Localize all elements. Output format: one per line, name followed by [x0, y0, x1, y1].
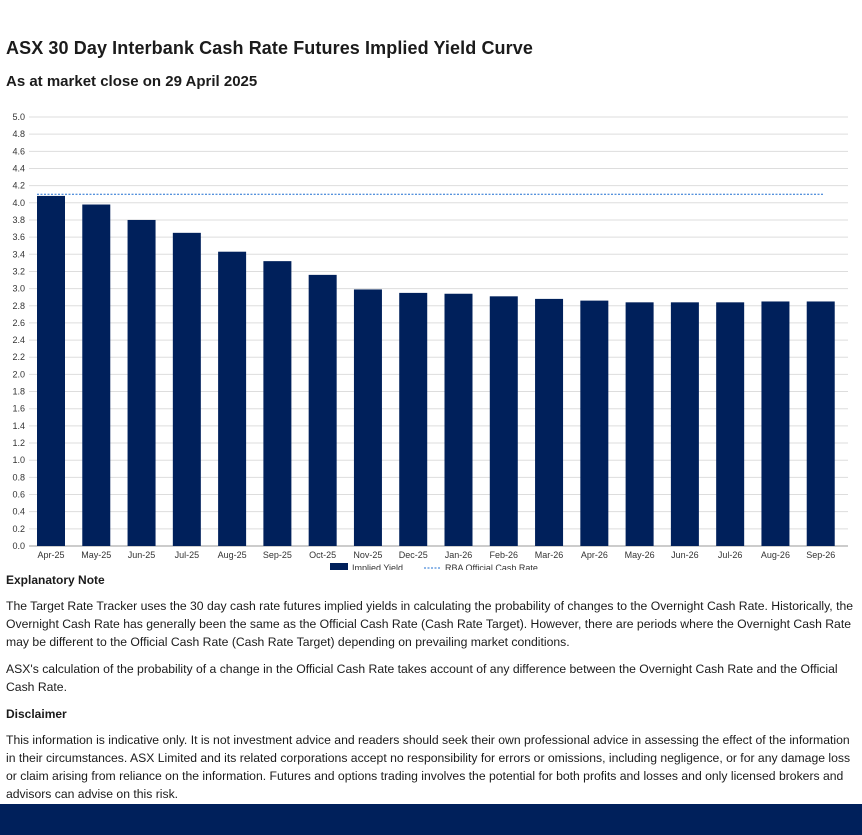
bar [761, 301, 790, 546]
legend-label-rba-cash-rate: RBA Official Cash Rate [445, 563, 538, 570]
y-tick-label: 0.8 [12, 472, 25, 482]
y-tick-label: 3.6 [12, 232, 25, 242]
x-tick-label: Jan-26 [445, 550, 473, 560]
bar [218, 251, 247, 546]
chart-title: ASX 30 Day Interbank Cash Rate Futures I… [6, 38, 533, 58]
x-tick-label: Oct-25 [309, 550, 336, 560]
bar [444, 293, 473, 546]
y-tick-label: 4.8 [12, 129, 25, 139]
y-tick-label: 4.0 [12, 198, 25, 208]
x-tick-label: Aug-26 [761, 550, 790, 560]
y-tick-label: 3.0 [12, 284, 25, 294]
y-tick-label: 2.4 [12, 335, 25, 345]
x-tick-label: Jul-25 [175, 550, 200, 560]
bar [127, 219, 156, 546]
y-tick-label: 5.0 [12, 112, 25, 122]
y-tick-label: 0.0 [12, 541, 25, 551]
bar [716, 302, 745, 546]
implied-yield-chart: 0.0 0.2 0.4 0.6 0.8 1.0 1.2 1.4 1.6 1.8 2.0 2.2 2.4 2… [12, 112, 848, 570]
x-tick-label: Sep-26 [806, 550, 835, 560]
explanatory-note-paragraph: The Target Rate Tracker uses the 30 day … [6, 599, 854, 649]
bar [535, 298, 564, 546]
y-tick-label: 3.2 [12, 266, 25, 276]
disclaimer-heading: Disclaimer [6, 707, 67, 721]
x-tick-label: Nov-25 [353, 550, 382, 560]
y-tick-label: 0.2 [12, 524, 25, 534]
y-tick-label: 4.6 [12, 146, 25, 156]
bar [263, 261, 292, 546]
bar [308, 274, 337, 546]
bar [172, 232, 201, 546]
y-tick-label: 2.2 [12, 352, 25, 362]
bar [625, 302, 654, 546]
bar [399, 292, 428, 546]
x-tick-label: Mar-26 [535, 550, 564, 560]
x-tick-label: Jun-26 [671, 550, 699, 560]
y-tick-label: 4.4 [12, 163, 25, 173]
x-tick-label: Jun-25 [128, 550, 156, 560]
chart-subtitle: As at market close on 29 April 2025 [6, 73, 258, 90]
y-tick-label: 1.2 [12, 438, 25, 448]
y-tick-label: 3.8 [12, 215, 25, 225]
bar [806, 301, 835, 546]
bar [353, 289, 382, 546]
y-tick-label: 2.6 [12, 318, 25, 328]
x-tick-label: Apr-26 [581, 550, 608, 560]
legend-label-implied-yield: Implied Yield [352, 563, 403, 570]
y-tick-label: 2.8 [12, 301, 25, 311]
x-tick-label: Apr-25 [37, 550, 64, 560]
y-tick-label: 0.4 [12, 507, 25, 517]
bar [670, 302, 699, 546]
x-tick-label: Aug-25 [218, 550, 247, 560]
y-tick-label: 1.4 [12, 421, 25, 431]
y-tick-label: 1.6 [12, 404, 25, 414]
explanatory-note-paragraph: ASX's calculation of the probability of … [6, 662, 838, 694]
y-tick-label: 1.8 [12, 387, 25, 397]
footer-bar [0, 804, 862, 835]
bar [580, 300, 609, 546]
y-tick-label: 2.0 [12, 369, 25, 379]
x-tick-label: Feb-26 [490, 550, 519, 560]
y-tick-label: 4.2 [12, 181, 25, 191]
x-tick-label: Jul-26 [718, 550, 743, 560]
bar [489, 296, 518, 546]
disclaimer-paragraph: This information is indicative only. It … [6, 733, 851, 801]
legend-swatch-implied-yield [330, 563, 348, 570]
x-tick-label: May-25 [81, 550, 111, 560]
y-tick-label: 1.0 [12, 455, 25, 465]
bar [37, 195, 65, 546]
explanatory-note-heading: Explanatory Note [6, 573, 105, 587]
x-tick-label: Dec-25 [399, 550, 428, 560]
bar [82, 204, 111, 546]
y-tick-label: 0.6 [12, 490, 25, 500]
x-tick-label: Sep-25 [263, 550, 292, 560]
notes-section: Explanatory Note The Target Rate Tracker… [6, 571, 858, 812]
x-tick-label: May-26 [625, 550, 655, 560]
y-tick-label: 3.4 [12, 249, 25, 259]
